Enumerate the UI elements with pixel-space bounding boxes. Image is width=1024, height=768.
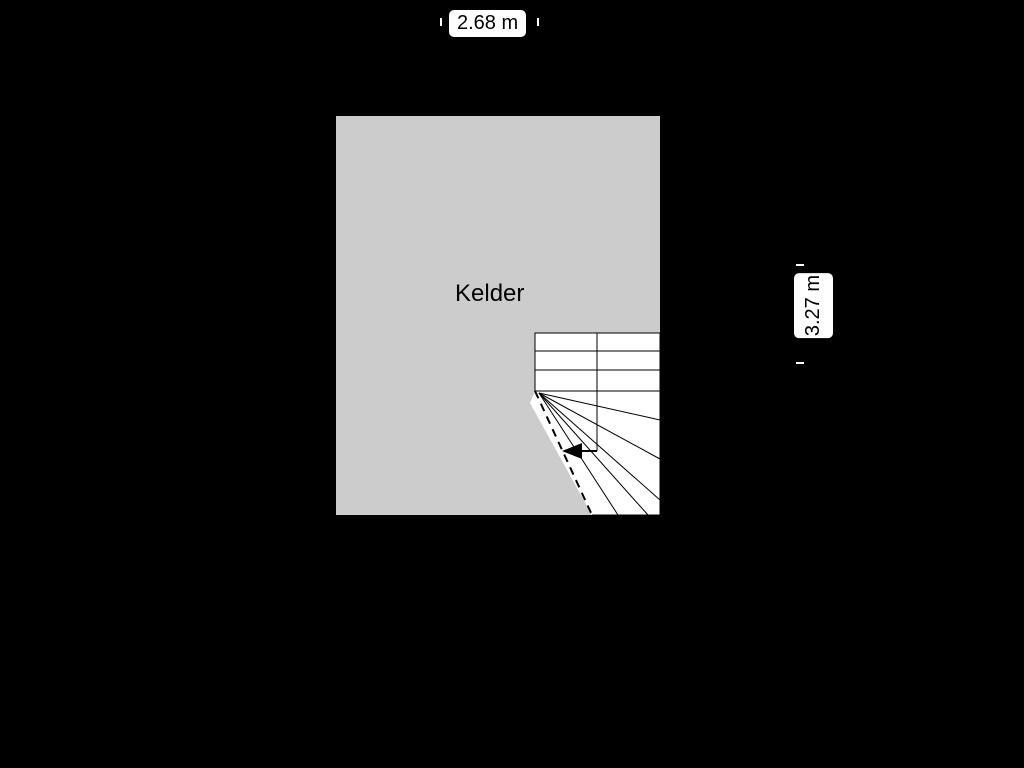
floorplan-svg bbox=[0, 0, 1024, 768]
floorplan-canvas: 2.68 m 3.27 m bbox=[0, 0, 1024, 768]
room-name-label: Kelder bbox=[455, 280, 524, 308]
